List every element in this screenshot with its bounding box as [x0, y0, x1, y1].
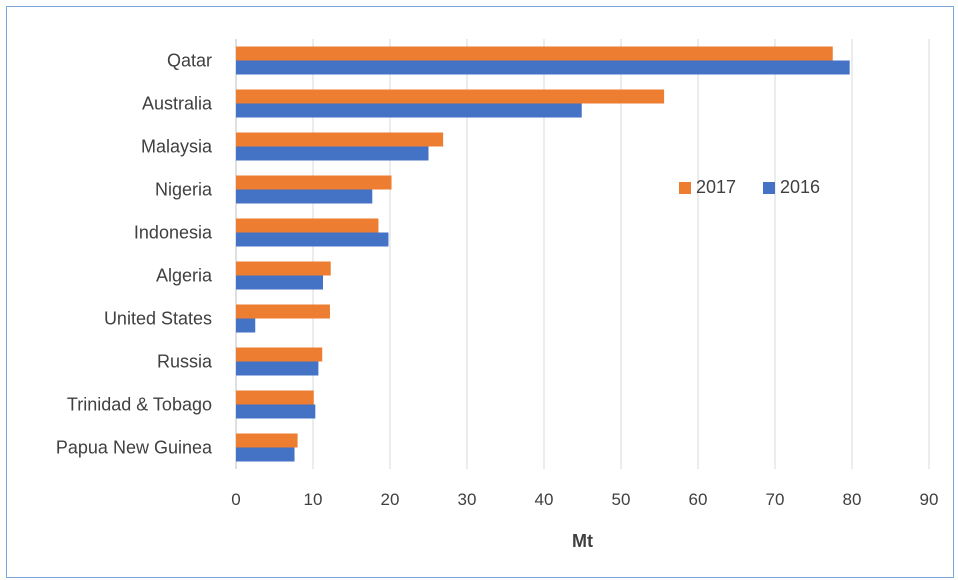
x-tick-label-70: 70 — [766, 490, 785, 509]
category-label: Algeria — [156, 266, 213, 286]
x-tick-label-90: 90 — [920, 490, 939, 509]
bar-papua-new-guinea-2017 — [236, 433, 298, 448]
bars — [236, 46, 850, 462]
category-label: Australia — [142, 94, 213, 114]
category-label: Trinidad & Tobago — [67, 395, 212, 415]
bar-russia-2017 — [236, 347, 323, 362]
x-tick-label-30: 30 — [458, 490, 477, 509]
x-tick-labels: 0 10 20 30 40 50 60 70 80 90 — [231, 490, 938, 509]
bar-malaysia-2016 — [236, 146, 429, 161]
legend-label-2017: 2017 — [696, 177, 736, 197]
x-tick-label-40: 40 — [535, 490, 554, 509]
bar-trinidad-tobago-2017 — [236, 390, 314, 405]
legend-swatch-2017 — [679, 182, 691, 194]
chart-frame: Qatar Australia Malaysia Nigeria Indonesia Al… — [6, 6, 954, 578]
x-axis-title: Mt — [572, 531, 593, 551]
bar-chart: Qatar Australia Malaysia Nigeria Indonesia Al… — [56, 39, 938, 551]
category-label: United States — [104, 309, 212, 329]
legend-swatch-2016 — [763, 182, 775, 194]
bar-malaysia-2017 — [236, 132, 444, 147]
category-label: Qatar — [167, 51, 212, 71]
bar-russia-2016 — [236, 361, 319, 376]
x-tick-label-60: 60 — [689, 490, 708, 509]
bar-qatar-2016 — [236, 60, 850, 75]
x-tick-label-50: 50 — [612, 490, 631, 509]
legend-label-2016: 2016 — [780, 177, 820, 197]
category-labels: Qatar Australia Malaysia Nigeria Indonesia Al… — [56, 51, 213, 458]
x-tick-label-10: 10 — [304, 490, 323, 509]
category-label: Papua New Guinea — [56, 438, 213, 458]
category-label: Malaysia — [141, 137, 213, 157]
bar-papua-new-guinea-2016 — [236, 447, 295, 462]
bar-nigeria-2016 — [236, 189, 373, 204]
x-tick-label-80: 80 — [843, 490, 862, 509]
bar-algeria-2017 — [236, 261, 331, 276]
bar-australia-2017 — [236, 89, 665, 104]
bar-australia-2016 — [236, 103, 582, 118]
bar-indonesia-2017 — [236, 218, 379, 233]
bar-nigeria-2017 — [236, 175, 392, 190]
x-tick-label-0: 0 — [231, 490, 240, 509]
x-tick-label-20: 20 — [381, 490, 400, 509]
bar-united-states-2016 — [236, 318, 256, 333]
category-label: Nigeria — [155, 180, 213, 200]
category-label: Russia — [157, 352, 213, 372]
category-label: Indonesia — [134, 223, 213, 243]
legend: 2017 2016 — [679, 177, 820, 197]
bar-united-states-2017 — [236, 304, 330, 319]
bar-qatar-2017 — [236, 46, 833, 61]
bar-indonesia-2016 — [236, 232, 389, 247]
bar-algeria-2016 — [236, 275, 324, 290]
bar-trinidad-tobago-2016 — [236, 404, 316, 419]
